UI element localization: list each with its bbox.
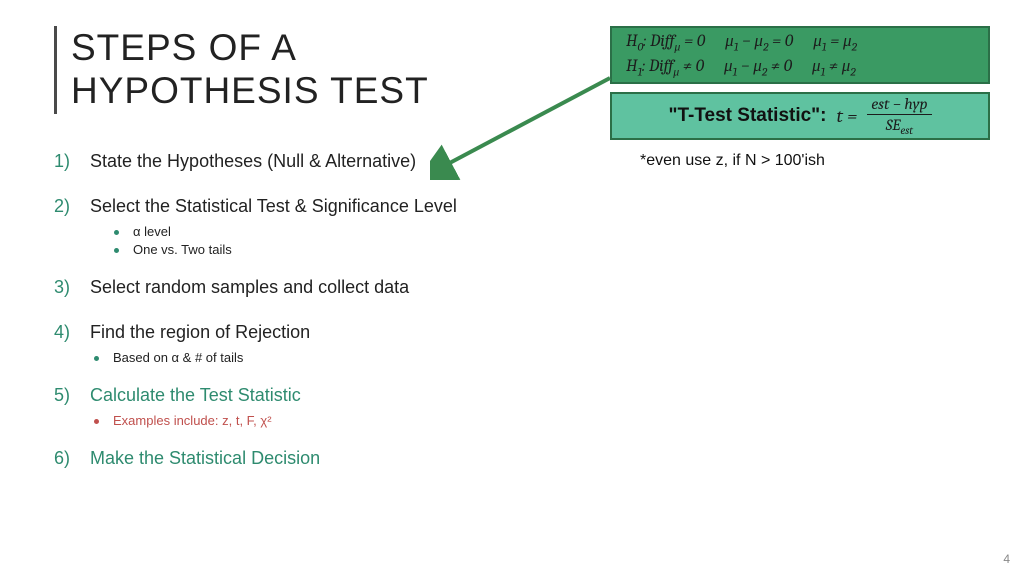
hypotheses-box: H0: Diffμ = 0 μ1 − μ2 = 0 μ1 = μ2 H1: Di… [610, 26, 990, 84]
step-text: State the Hypotheses (Null & Alternative… [90, 148, 416, 175]
formula-cell: H1: Diffμ ≠ 0 [626, 55, 704, 80]
null-hypothesis-row: H0: Diffμ = 0 μ1 − μ2 = 0 μ1 = μ2 [626, 30, 974, 55]
step-item: 3) Select random samples and collect dat… [54, 274, 574, 301]
step-text: Calculate the Test Statistic [90, 382, 301, 409]
page-title: STEPS OF AHYPOTHESIS TEST [71, 27, 429, 112]
t-stat-fraction: est − hyp SEest [867, 96, 931, 136]
page-number: 4 [1003, 552, 1010, 566]
sub-text: Based on α & # of tails [113, 350, 243, 365]
formula-cell: μ1 = μ2 [813, 30, 857, 55]
formula-cell: H0: Diffμ = 0 [626, 30, 705, 55]
formula-cell: μ1 ≠ μ2 [812, 55, 856, 80]
step-number: 2) [54, 196, 90, 217]
step-number: 5) [54, 385, 90, 406]
step-item: 2) Select the Statistical Test & Signifi… [54, 193, 574, 220]
bullet-icon [114, 230, 119, 235]
t-statistic-box: "T-Test Statistic": t = est − hyp SEest [610, 92, 990, 140]
sub-text: Examples include: z, t, F, χ² [113, 413, 272, 428]
step-number: 1) [54, 151, 90, 172]
step-item: 5) Calculate the Test Statistic [54, 382, 574, 409]
formula-cell: μ1 − μ2 = 0 [725, 30, 793, 55]
steps-list: 1) State the Hypotheses (Null & Alternat… [54, 148, 574, 476]
formula-cell: μ1 − μ2 ≠ 0 [724, 55, 792, 80]
step-item: 4) Find the region of Rejection [54, 319, 574, 346]
step-sub-item: Based on α & # of tails [94, 350, 574, 365]
sub-text: One vs. Two tails [133, 242, 232, 257]
z-note: *even use z, if N > 100'ish [640, 152, 825, 170]
step-text: Select random samples and collect data [90, 274, 409, 301]
step-item: 6) Make the Statistical Decision [54, 445, 574, 472]
t-stat-lhs: t = [837, 105, 858, 127]
alt-hypothesis-row: H1: Diffμ ≠ 0 μ1 − μ2 ≠ 0 μ1 ≠ μ2 [626, 55, 974, 80]
fraction-numerator: est − hyp [867, 96, 931, 115]
step-text: Select the Statistical Test & Significan… [90, 193, 457, 220]
bullet-icon [94, 419, 99, 424]
step-text: Make the Statistical Decision [90, 445, 320, 472]
step-sub-item: Examples include: z, t, F, χ² [94, 413, 574, 428]
t-stat-label: "T-Test Statistic": [668, 105, 826, 127]
fraction-denominator: SEest [886, 115, 913, 136]
bullet-icon [94, 356, 99, 361]
step-item: 1) State the Hypotheses (Null & Alternat… [54, 148, 574, 175]
step-number: 3) [54, 277, 90, 298]
step-number: 6) [54, 448, 90, 469]
title-block: STEPS OF AHYPOTHESIS TEST [54, 26, 429, 114]
bullet-icon [114, 248, 119, 253]
step-sub-item: α level [114, 224, 574, 239]
step-number: 4) [54, 322, 90, 343]
title-accent-bar [54, 26, 57, 114]
step-text: Find the region of Rejection [90, 319, 310, 346]
sub-text: α level [133, 224, 171, 239]
step-sub-item: One vs. Two tails [114, 242, 574, 257]
